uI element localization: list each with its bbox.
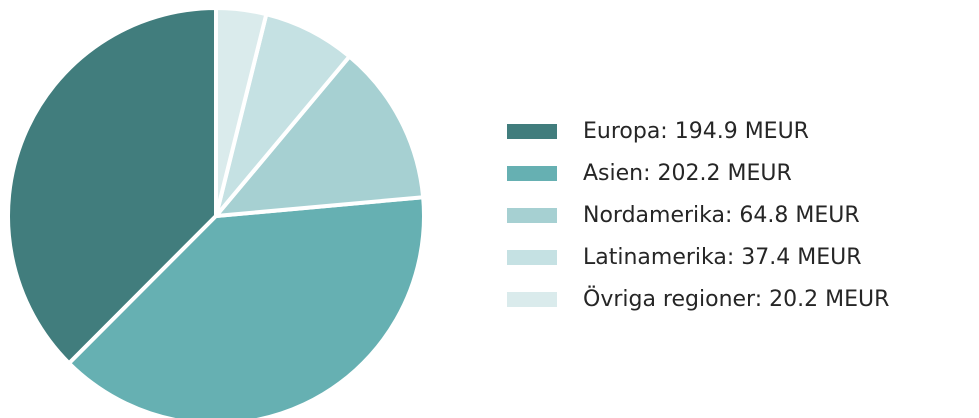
pie-slice <box>214 6 269 218</box>
legend-swatch <box>507 208 557 223</box>
legend-label: Asien: 202.2 MEUR <box>583 161 792 186</box>
legend-swatch <box>507 124 557 139</box>
pie-slice <box>6 6 218 366</box>
legend-label: Nordamerika: 64.8 MEUR <box>583 203 860 228</box>
pie-slice <box>214 54 426 218</box>
legend-swatch <box>507 292 557 307</box>
legend-label: Latinamerika: 37.4 MEUR <box>583 245 862 270</box>
legend-swatch <box>507 166 557 181</box>
legend-swatch <box>507 250 557 265</box>
legend-label: Europa: 194.9 MEUR <box>583 119 809 144</box>
legend-label: Övriga regioner: 20.2 MEUR <box>583 286 889 312</box>
pie-slice <box>67 195 426 418</box>
